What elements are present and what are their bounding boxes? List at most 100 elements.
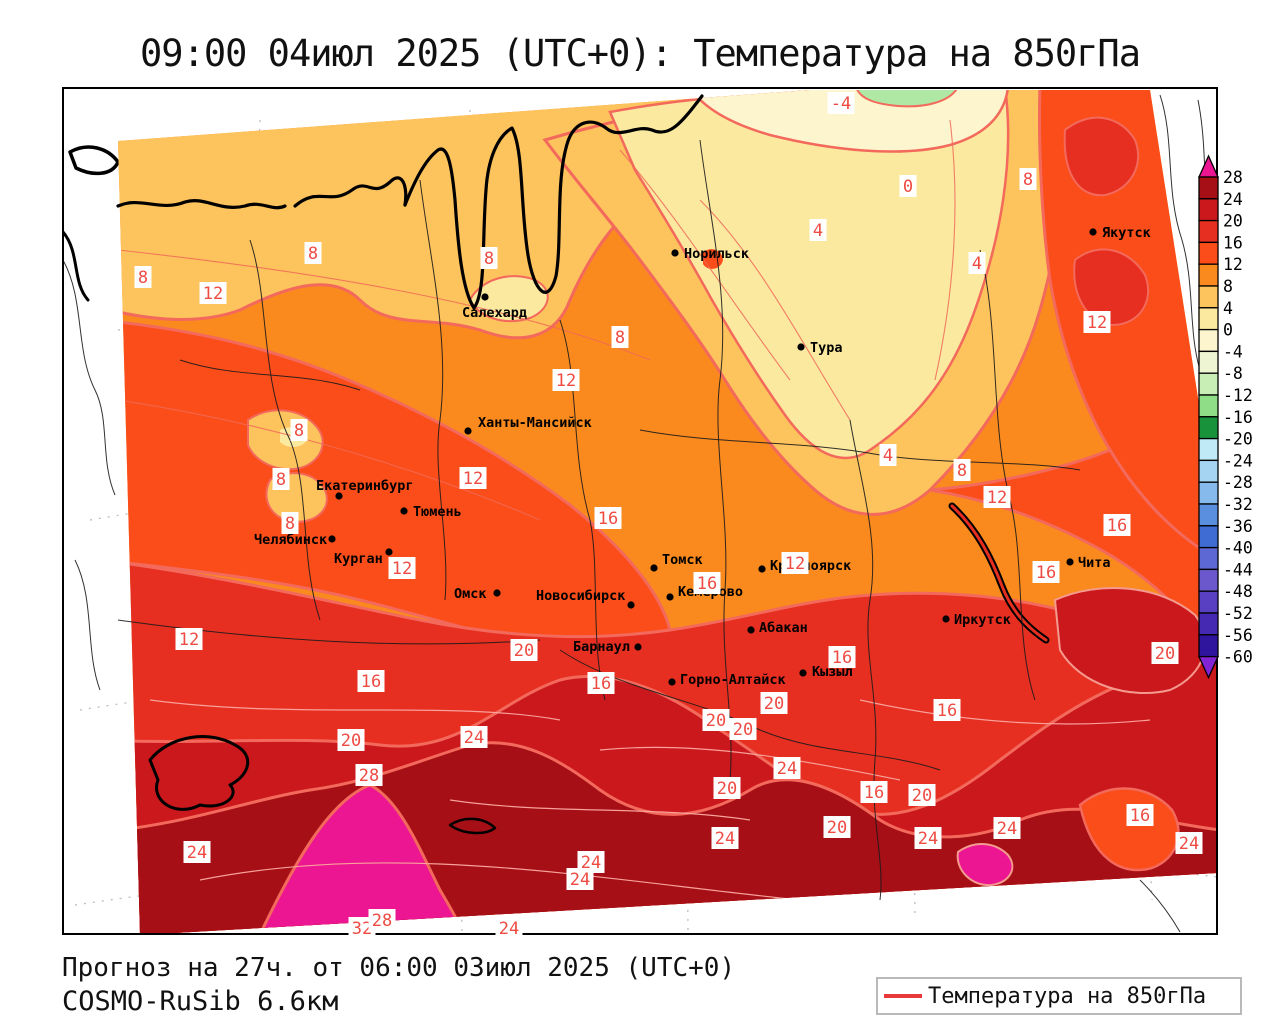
city-label: Челябинск — [254, 532, 327, 548]
colorbar-tick-label: 8 — [1223, 277, 1233, 296]
city-label: Норильск — [684, 246, 749, 262]
contour-label: 20 — [514, 641, 534, 661]
weather-map: НорильскСалехардТураЯкутскХанты-Мансийск… — [0, 0, 1280, 1024]
contour-label: 20 — [717, 779, 737, 799]
city-label: Томск — [662, 552, 703, 568]
contour-label: 28 — [372, 911, 392, 931]
city-label: Тура — [810, 340, 843, 356]
colorbar-tick-label: -24 — [1223, 451, 1253, 470]
city-dot — [400, 507, 407, 514]
contour-label: -4 — [831, 94, 851, 114]
contour-label: 16 — [1130, 806, 1150, 826]
city-label: Чита — [1078, 555, 1111, 571]
colorbar-tick-label: -28 — [1223, 473, 1253, 492]
contour-label: 20 — [912, 786, 932, 806]
city-dot — [666, 593, 673, 600]
colorbar-cell — [1199, 504, 1218, 526]
contour-label: 16 — [361, 672, 381, 692]
colorbar-cell — [1199, 351, 1218, 373]
city-dot — [650, 564, 657, 571]
city-label: Омск — [454, 586, 487, 602]
colorbar-cell — [1199, 308, 1218, 330]
contour-label: 12 — [203, 284, 223, 304]
colorbar-tick-label: -16 — [1223, 408, 1253, 427]
colorbar-cell — [1199, 591, 1218, 613]
contour-label: 16 — [598, 509, 618, 529]
city-dot — [328, 535, 335, 542]
contour-label: 8 — [138, 268, 148, 288]
contour-label: 20 — [341, 731, 361, 751]
contour-label: 8 — [615, 328, 625, 348]
contour-label: 24 — [715, 829, 735, 849]
colorbar-tick-label: -60 — [1223, 648, 1253, 667]
city-dot — [1066, 558, 1073, 565]
contour-label: 4 — [813, 221, 823, 241]
city-dot — [758, 565, 765, 572]
contour-label: 16 — [591, 674, 611, 694]
city-dot — [464, 427, 471, 434]
city-label: Салехард — [462, 305, 527, 321]
colorbar-tick-label: -20 — [1223, 430, 1253, 449]
colorbar-cell — [1199, 242, 1218, 264]
contour-label: 16 — [1036, 563, 1056, 583]
colorbar-tick-label: -56 — [1223, 626, 1253, 645]
colorbar-tick-label: 28 — [1223, 168, 1243, 187]
colorbar-tick-label: 0 — [1223, 321, 1233, 340]
contour-label: 16 — [937, 701, 957, 721]
contour-label: 20 — [706, 711, 726, 731]
colorbar-tick-label: -8 — [1223, 364, 1243, 383]
colorbar-cell — [1199, 264, 1218, 286]
colorbar: 2824201612840-4-8-12-16-20-24-28-32-36-4… — [1199, 156, 1253, 678]
contour-label: 8 — [308, 244, 318, 264]
contour-label: 8 — [285, 514, 295, 534]
contour-label: 24 — [570, 870, 590, 890]
contour-label: 16 — [864, 783, 884, 803]
contour-label: 12 — [1087, 313, 1107, 333]
contour-label: 20 — [733, 720, 753, 740]
colorbar-cell — [1199, 330, 1218, 352]
city-dot — [942, 615, 949, 622]
colorbar-cell — [1199, 286, 1218, 308]
model-info-line: COSMO-RuSib 6.6км — [62, 986, 338, 1017]
colorbar-cell — [1199, 373, 1218, 395]
contour-label: 12 — [392, 559, 412, 579]
city-label: Абакан — [759, 620, 808, 636]
colorbar-cell — [1199, 460, 1218, 482]
city-label: Барнаул — [573, 639, 630, 655]
city-dot — [1089, 228, 1096, 235]
city-label: Курган — [334, 551, 383, 567]
contour-label: 8 — [294, 421, 304, 441]
colorbar-tick-label: -12 — [1223, 386, 1253, 405]
contour-label: 16 — [697, 574, 717, 594]
colorbar-cell — [1199, 177, 1218, 199]
city-dot — [671, 249, 678, 256]
contour-label: 12 — [556, 371, 576, 391]
legend-label: Температура на 850гПа — [928, 984, 1206, 1009]
contour-label: 24 — [777, 759, 797, 779]
contour-label: 8 — [484, 249, 494, 269]
colorbar-tick-label: -48 — [1223, 582, 1253, 601]
contour-label: 16 — [1107, 516, 1127, 536]
contour-label: 24 — [997, 819, 1017, 839]
forecast-info-line: Прогноз на 27ч. от 06:00 03июл 2025 (UTC… — [62, 953, 735, 983]
contour-label: 20 — [1155, 644, 1175, 664]
contour-label: 28 — [359, 766, 379, 786]
colorbar-tick-label: 16 — [1223, 233, 1243, 252]
city-dot — [493, 589, 500, 596]
colorbar-cell — [1199, 199, 1218, 221]
contour-label: 20 — [827, 818, 847, 838]
contour-label: 12 — [179, 630, 199, 650]
city-label: Ханты-Мансийск — [478, 415, 592, 431]
colorbar-cell — [1199, 569, 1218, 591]
colorbar-tick-label: 24 — [1223, 190, 1243, 209]
city-label: Екатеринбург — [316, 478, 414, 494]
contour-label: 24 — [1179, 834, 1199, 854]
contour-label: 24 — [918, 829, 938, 849]
contour-label: 0 — [903, 177, 913, 197]
contour-label: 24 — [464, 728, 484, 748]
contour-label: 8 — [957, 461, 967, 481]
city-label: Горно-Алтайск — [680, 672, 786, 688]
colorbar-cell — [1199, 221, 1218, 243]
colorbar-tick-label: 12 — [1223, 255, 1243, 274]
contour-label: 12 — [987, 488, 1007, 508]
